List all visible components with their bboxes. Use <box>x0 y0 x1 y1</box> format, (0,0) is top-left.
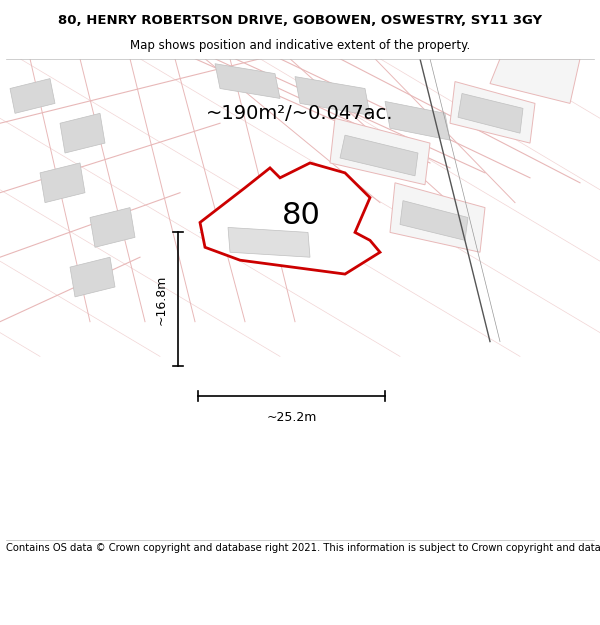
Polygon shape <box>490 59 580 103</box>
Polygon shape <box>458 94 523 133</box>
Text: ~16.8m: ~16.8m <box>155 274 168 324</box>
Polygon shape <box>340 135 418 176</box>
Polygon shape <box>200 163 380 274</box>
Polygon shape <box>390 182 485 253</box>
Text: Contains OS data © Crown copyright and database right 2021. This information is : Contains OS data © Crown copyright and d… <box>6 544 600 554</box>
Text: Map shows position and indicative extent of the property.: Map shows position and indicative extent… <box>130 39 470 51</box>
Polygon shape <box>215 64 280 99</box>
Text: ~25.2m: ~25.2m <box>266 411 317 424</box>
Polygon shape <box>228 228 310 258</box>
Polygon shape <box>90 208 135 248</box>
Polygon shape <box>10 79 55 113</box>
Polygon shape <box>295 77 370 115</box>
Polygon shape <box>70 258 115 297</box>
Text: 80: 80 <box>282 201 320 229</box>
Polygon shape <box>385 101 450 140</box>
Polygon shape <box>400 201 468 241</box>
Polygon shape <box>330 118 430 185</box>
Text: 80, HENRY ROBERTSON DRIVE, GOBOWEN, OSWESTRY, SY11 3GY: 80, HENRY ROBERTSON DRIVE, GOBOWEN, OSWE… <box>58 14 542 27</box>
Polygon shape <box>450 82 535 143</box>
Polygon shape <box>60 113 105 153</box>
Polygon shape <box>40 163 85 202</box>
Text: ~190m²/~0.047ac.: ~190m²/~0.047ac. <box>206 104 394 123</box>
